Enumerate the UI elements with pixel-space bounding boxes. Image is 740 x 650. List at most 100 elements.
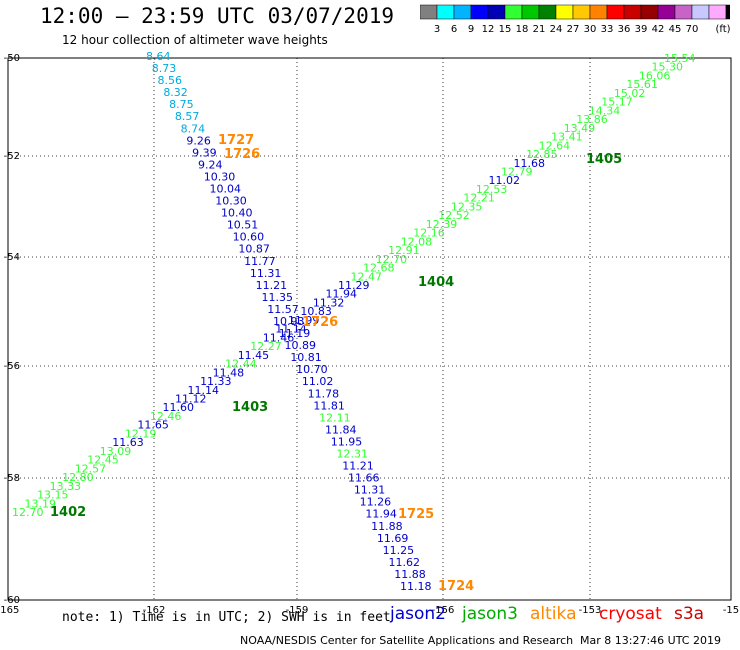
swh-label-jason2: 8.74: [181, 122, 206, 135]
swh-label-jason3: 11.29: [338, 279, 370, 292]
footnote: note: 1) Time is in UTC; 2) SWH is in fe…: [62, 610, 391, 625]
color-scale-label: 30: [584, 24, 597, 35]
swh-label-jason3: 11.14: [188, 384, 220, 397]
swh-label-jason3: 12.70: [12, 506, 44, 519]
swh-label-jason3: 11.60: [162, 401, 194, 414]
swh-label-jason3: 12.53: [476, 183, 508, 196]
swh-label-jason2: 10.60: [233, 231, 265, 244]
satellite-legend-s3a: s3a: [674, 604, 705, 624]
swh-label-jason3: 12.80: [62, 471, 94, 484]
swh-label-jason2: 10.30: [215, 195, 247, 208]
swh-label-jason3: 11.32: [313, 296, 345, 309]
time-label: 1402: [50, 505, 86, 520]
swh-label-jason2: 11.66: [348, 472, 380, 485]
swh-label-jason3: 12.64: [539, 139, 571, 152]
swh-label-jason3: 12.70: [376, 253, 408, 266]
longitude-tick-label: -162: [143, 605, 166, 616]
swh-label-jason3: 11.48: [213, 366, 245, 379]
swh-label-jason2: 10.89: [285, 339, 317, 352]
latitude-tick-label: -52: [4, 151, 20, 162]
swh-label-jason3: 12.27: [250, 340, 282, 353]
time-label: 1726: [224, 147, 260, 162]
longitude-tick-label: -15: [723, 605, 739, 616]
swh-label-jason3: 11.94: [325, 288, 357, 301]
satellite-legend-altika: altika: [530, 604, 577, 624]
swh-label-jason3: 11.68: [514, 157, 546, 170]
swh-label-jason3: 16.06: [639, 69, 671, 82]
swh-label-jason3: 13.09: [100, 445, 131, 458]
swh-label-jason2: 9.39: [192, 146, 217, 159]
swh-label-jason2: 11.84: [325, 423, 357, 436]
color-scale-label: 18: [516, 24, 529, 35]
color-scale-label: 24: [550, 24, 563, 35]
latitude-tick-label: -56: [4, 361, 20, 372]
color-scale-label: 12: [482, 24, 495, 35]
swh-label-jason2: 11.02: [302, 375, 334, 388]
color-scale-label: 3: [434, 24, 440, 35]
swh-label-jason2: 8.75: [169, 98, 194, 111]
swh-label-jason2: 11.31: [250, 267, 282, 280]
color-scale-label: 39: [635, 24, 648, 35]
swh-label-jason2: 9.26: [186, 134, 211, 147]
color-scale-label: 6: [451, 24, 457, 35]
time-label: 1404: [418, 275, 454, 290]
swh-label-jason2: 10.51: [227, 219, 259, 232]
swh-label-jason2: 8.32: [163, 86, 188, 99]
swh-label-jason3: 11.33: [200, 375, 232, 388]
swh-label-jason3: 11.63: [112, 436, 144, 449]
swh-label-jason3: 12.46: [150, 410, 182, 423]
swh-label-jason2: 11.78: [308, 387, 340, 400]
swh-label-jason3: 12.08: [401, 235, 433, 248]
swh-label-jason2: 8.56: [158, 74, 183, 87]
swh-label-jason2: 10.87: [238, 243, 270, 256]
swh-label-jason3: 15.54: [664, 52, 696, 65]
swh-label-jason2: 11.95: [331, 435, 363, 448]
swh-label-jason3: 15.17: [601, 96, 633, 109]
swh-label-jason3: 11.46: [263, 331, 295, 344]
swh-label-jason2: 11.18: [400, 580, 432, 593]
swh-label-jason3: 12.57: [75, 462, 107, 475]
color-scale-label: 21: [533, 24, 546, 35]
swh-label-jason2: 11.88: [394, 568, 426, 581]
satellite-legend-cryosat: cryosat: [599, 604, 662, 624]
swh-label-jason2: 11.69: [377, 532, 409, 545]
swh-label-jason3: 12.47: [351, 270, 383, 283]
swh-label-jason3: 12.85: [526, 148, 558, 161]
swh-label-jason3: 12.68: [363, 262, 395, 275]
longitude-tick-label: -165: [0, 605, 19, 616]
swh-label-jason3: 12.52: [438, 209, 470, 222]
time-label: 1725: [398, 507, 434, 522]
swh-label-jason3: 10.83: [300, 305, 332, 318]
swh-label-jason3: 15.02: [614, 87, 646, 100]
swh-label-jason2: 11.94: [365, 508, 397, 521]
swh-label-jason2: 10.81: [290, 351, 322, 364]
swh-label-jason3: 11.14: [275, 323, 307, 336]
time-label: 1405: [586, 152, 622, 167]
swh-label-jason2: 10.40: [221, 207, 253, 220]
swh-label-jason2: 10.70: [296, 363, 328, 376]
color-scale-legend: 3 6 9 12 15 18 21 24 27 30 33 36 39 42 45 70 (ft): [420, 4, 730, 35]
color-scale-label: 15: [499, 24, 512, 35]
satellite-legend-jason2: jason2: [390, 604, 446, 624]
swh-label-jason3: 13.15: [37, 489, 68, 502]
color-scale-label: 9: [468, 24, 474, 35]
color-scale-label: 42: [652, 24, 665, 35]
swh-label-jason3: 11.99: [288, 314, 320, 327]
map-frame: [7, 57, 732, 601]
credit-line: NOAA/NESDIS Center for Satellite Applica…: [240, 634, 574, 647]
generation-timestamp: Mar 8 13:27:46 UTC 2019: [580, 634, 721, 647]
color-scale-label: 27: [567, 24, 580, 35]
swh-label-jason2: 11.88: [371, 520, 403, 533]
swh-label-jason3: 15.30: [651, 61, 683, 74]
color-swatch: [725, 4, 730, 20]
swh-label-jason2: 11.21: [342, 460, 374, 473]
longitude-tick-label: -159: [286, 605, 309, 616]
swh-label-jason3: 15.61: [626, 78, 658, 91]
swh-label-jason2: 11.21: [256, 279, 288, 292]
swh-label-jason3: 11.02: [488, 174, 520, 187]
swh-label-jason2: 10.30: [204, 170, 236, 183]
swh-label-jason3: 13.41: [551, 131, 583, 144]
swh-label-jason2: 11.77: [244, 255, 275, 268]
color-scale-label: 45: [669, 24, 682, 35]
swh-label-jason3: 12.44: [225, 358, 257, 371]
